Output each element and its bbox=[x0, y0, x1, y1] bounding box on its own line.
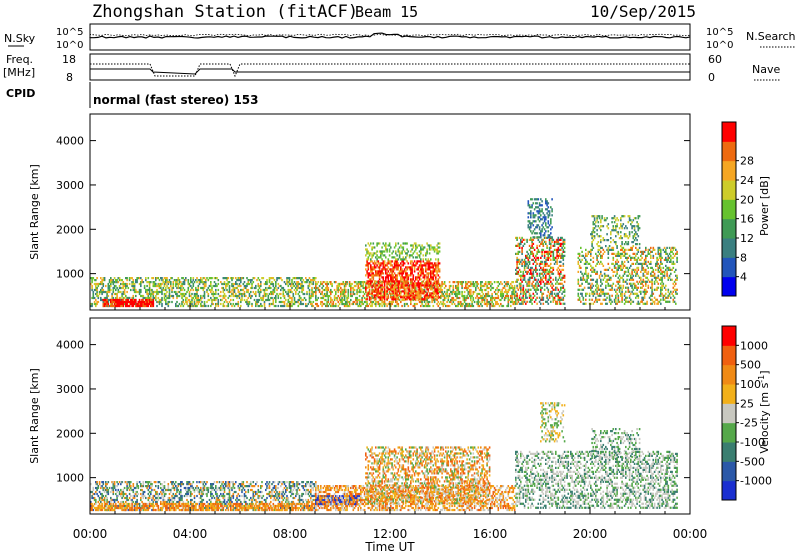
colorbar-tick-label: 20 bbox=[740, 193, 754, 206]
velocity-panel: 1000 2000 3000 4000 Slant Range [km] bbox=[28, 317, 691, 515]
velocity-cells bbox=[90, 402, 678, 512]
nsearch-label: N.Search bbox=[746, 30, 796, 43]
beam-label: Beam 15 bbox=[355, 3, 418, 21]
power-cbar-label: Power [dB] bbox=[758, 176, 771, 236]
nsky-line bbox=[89, 32, 691, 39]
colorbar-segment bbox=[722, 326, 736, 346]
colorbar-tick-label: -25 bbox=[740, 417, 758, 430]
time-tick-label: 12:00 bbox=[373, 527, 408, 541]
power-cells bbox=[90, 198, 678, 308]
freq-line bbox=[90, 68, 690, 75]
colorbar-tick-label: 28 bbox=[740, 155, 754, 168]
time-axis-label: Time UT bbox=[364, 540, 415, 554]
nave-tick-bottom: 0 bbox=[708, 71, 715, 84]
colorbar-segment bbox=[722, 238, 736, 258]
velocity-cbar-label: Velocity [m s-1] bbox=[757, 370, 771, 453]
colorbar-tick-label: 24 bbox=[740, 174, 754, 187]
time-tick-label: 00:00 bbox=[673, 527, 708, 541]
time-tick-label: 16:00 bbox=[473, 527, 508, 541]
nsky-trace bbox=[89, 32, 691, 39]
colorbar-segment bbox=[722, 160, 736, 181]
nave-line bbox=[90, 63, 690, 78]
colorbar-tick-label: 25 bbox=[740, 397, 754, 410]
cpid-label: CPID bbox=[6, 87, 35, 100]
colorbar-segment bbox=[722, 218, 736, 239]
time-tick-label: 08:00 bbox=[273, 527, 308, 541]
colorbar-segment bbox=[722, 403, 736, 424]
nsearch-tick-bottom: 10^0 bbox=[706, 40, 733, 51]
colorbar-tick-label: 100 bbox=[740, 378, 761, 391]
colorbar-segment bbox=[722, 180, 736, 200]
ytick-label: 1000 bbox=[56, 472, 84, 485]
nave-tick-top: 60 bbox=[708, 53, 722, 66]
date-label: 10/Sep/2015 bbox=[590, 2, 696, 21]
freq-label-line2: [MHz] bbox=[3, 66, 35, 79]
colorbar-segment bbox=[722, 422, 736, 443]
colorbar-segment bbox=[722, 199, 736, 220]
nsky-tick-bottom: 10^0 bbox=[56, 40, 83, 51]
nsky-label: N.Sky bbox=[4, 32, 36, 45]
colorbar-segment bbox=[722, 442, 736, 462]
colorbar-segment bbox=[722, 345, 736, 366]
nave-label: Nave bbox=[752, 63, 780, 76]
colorbar-segment bbox=[722, 461, 736, 482]
colorbar-tick-label: -1000 bbox=[740, 475, 772, 488]
time-tick-label: 04:00 bbox=[173, 527, 208, 541]
colorbar-frame bbox=[721, 325, 737, 501]
velocity-ylabel: Slant Range [km] bbox=[28, 368, 41, 464]
power-colorbar: 4 8 12 16 20 24 28 bbox=[721, 121, 754, 297]
colorbar-segment bbox=[722, 276, 736, 297]
freq-trace bbox=[90, 63, 690, 78]
ytick-label: 2000 bbox=[56, 427, 84, 440]
colorbar-tick-label: 1000 bbox=[740, 339, 768, 352]
ytick-label: 1000 bbox=[56, 268, 84, 281]
nsky-tick-top: 10^5 bbox=[56, 27, 83, 38]
ytick-label: 4000 bbox=[56, 339, 84, 352]
time-tick-label: 00:00 bbox=[73, 527, 108, 541]
freq-panel bbox=[89, 53, 691, 81]
cpid-text: normal (fast stereo) 153 bbox=[93, 93, 259, 107]
colorbar-segment bbox=[722, 257, 736, 278]
power-panel: 1000 2000 3000 4000 Slant Range [km] bbox=[28, 113, 691, 311]
colorbar-tick-label: 4 bbox=[740, 271, 747, 284]
time-tick-label: 20:00 bbox=[573, 527, 608, 541]
colorbar-tick-label: 12 bbox=[740, 232, 754, 245]
colorbar-tick-label: 16 bbox=[740, 213, 754, 226]
time-axis: 00:00 04:00 08:00 12:00 16:00 20:00 00:00 bbox=[73, 527, 708, 541]
colorbar-tick-label: 500 bbox=[740, 359, 761, 372]
colorbar-frame bbox=[721, 121, 737, 297]
colorbar-segment bbox=[722, 364, 736, 385]
ytick-label: 3000 bbox=[56, 383, 84, 396]
velocity-colorbar: 1000 500 100 25 -25 -100 -500 -1000 bbox=[721, 325, 772, 501]
colorbar-tick-label: 8 bbox=[740, 251, 747, 264]
freq-tick-top: 18 bbox=[62, 53, 76, 66]
nsearch-tick-top: 10^5 bbox=[706, 27, 733, 38]
freq-tick-bottom: 8 bbox=[66, 71, 73, 84]
ytick-label: 2000 bbox=[56, 223, 84, 236]
colorbar-segment bbox=[722, 122, 736, 142]
ytick-label: 4000 bbox=[56, 135, 84, 148]
colorbar-segment bbox=[722, 480, 736, 501]
freq-label-line1: Freq. bbox=[6, 53, 33, 66]
power-ylabel: Slant Range [km] bbox=[28, 164, 41, 260]
colorbar-tick-label: -500 bbox=[740, 455, 765, 468]
ytick-label: 3000 bbox=[56, 179, 84, 192]
colorbar-tick-label: -100 bbox=[740, 436, 765, 449]
colorbar-segment bbox=[722, 141, 736, 162]
colorbar-segment bbox=[722, 384, 736, 404]
station-title: Zhongshan Station (fitACF) bbox=[92, 2, 358, 22]
